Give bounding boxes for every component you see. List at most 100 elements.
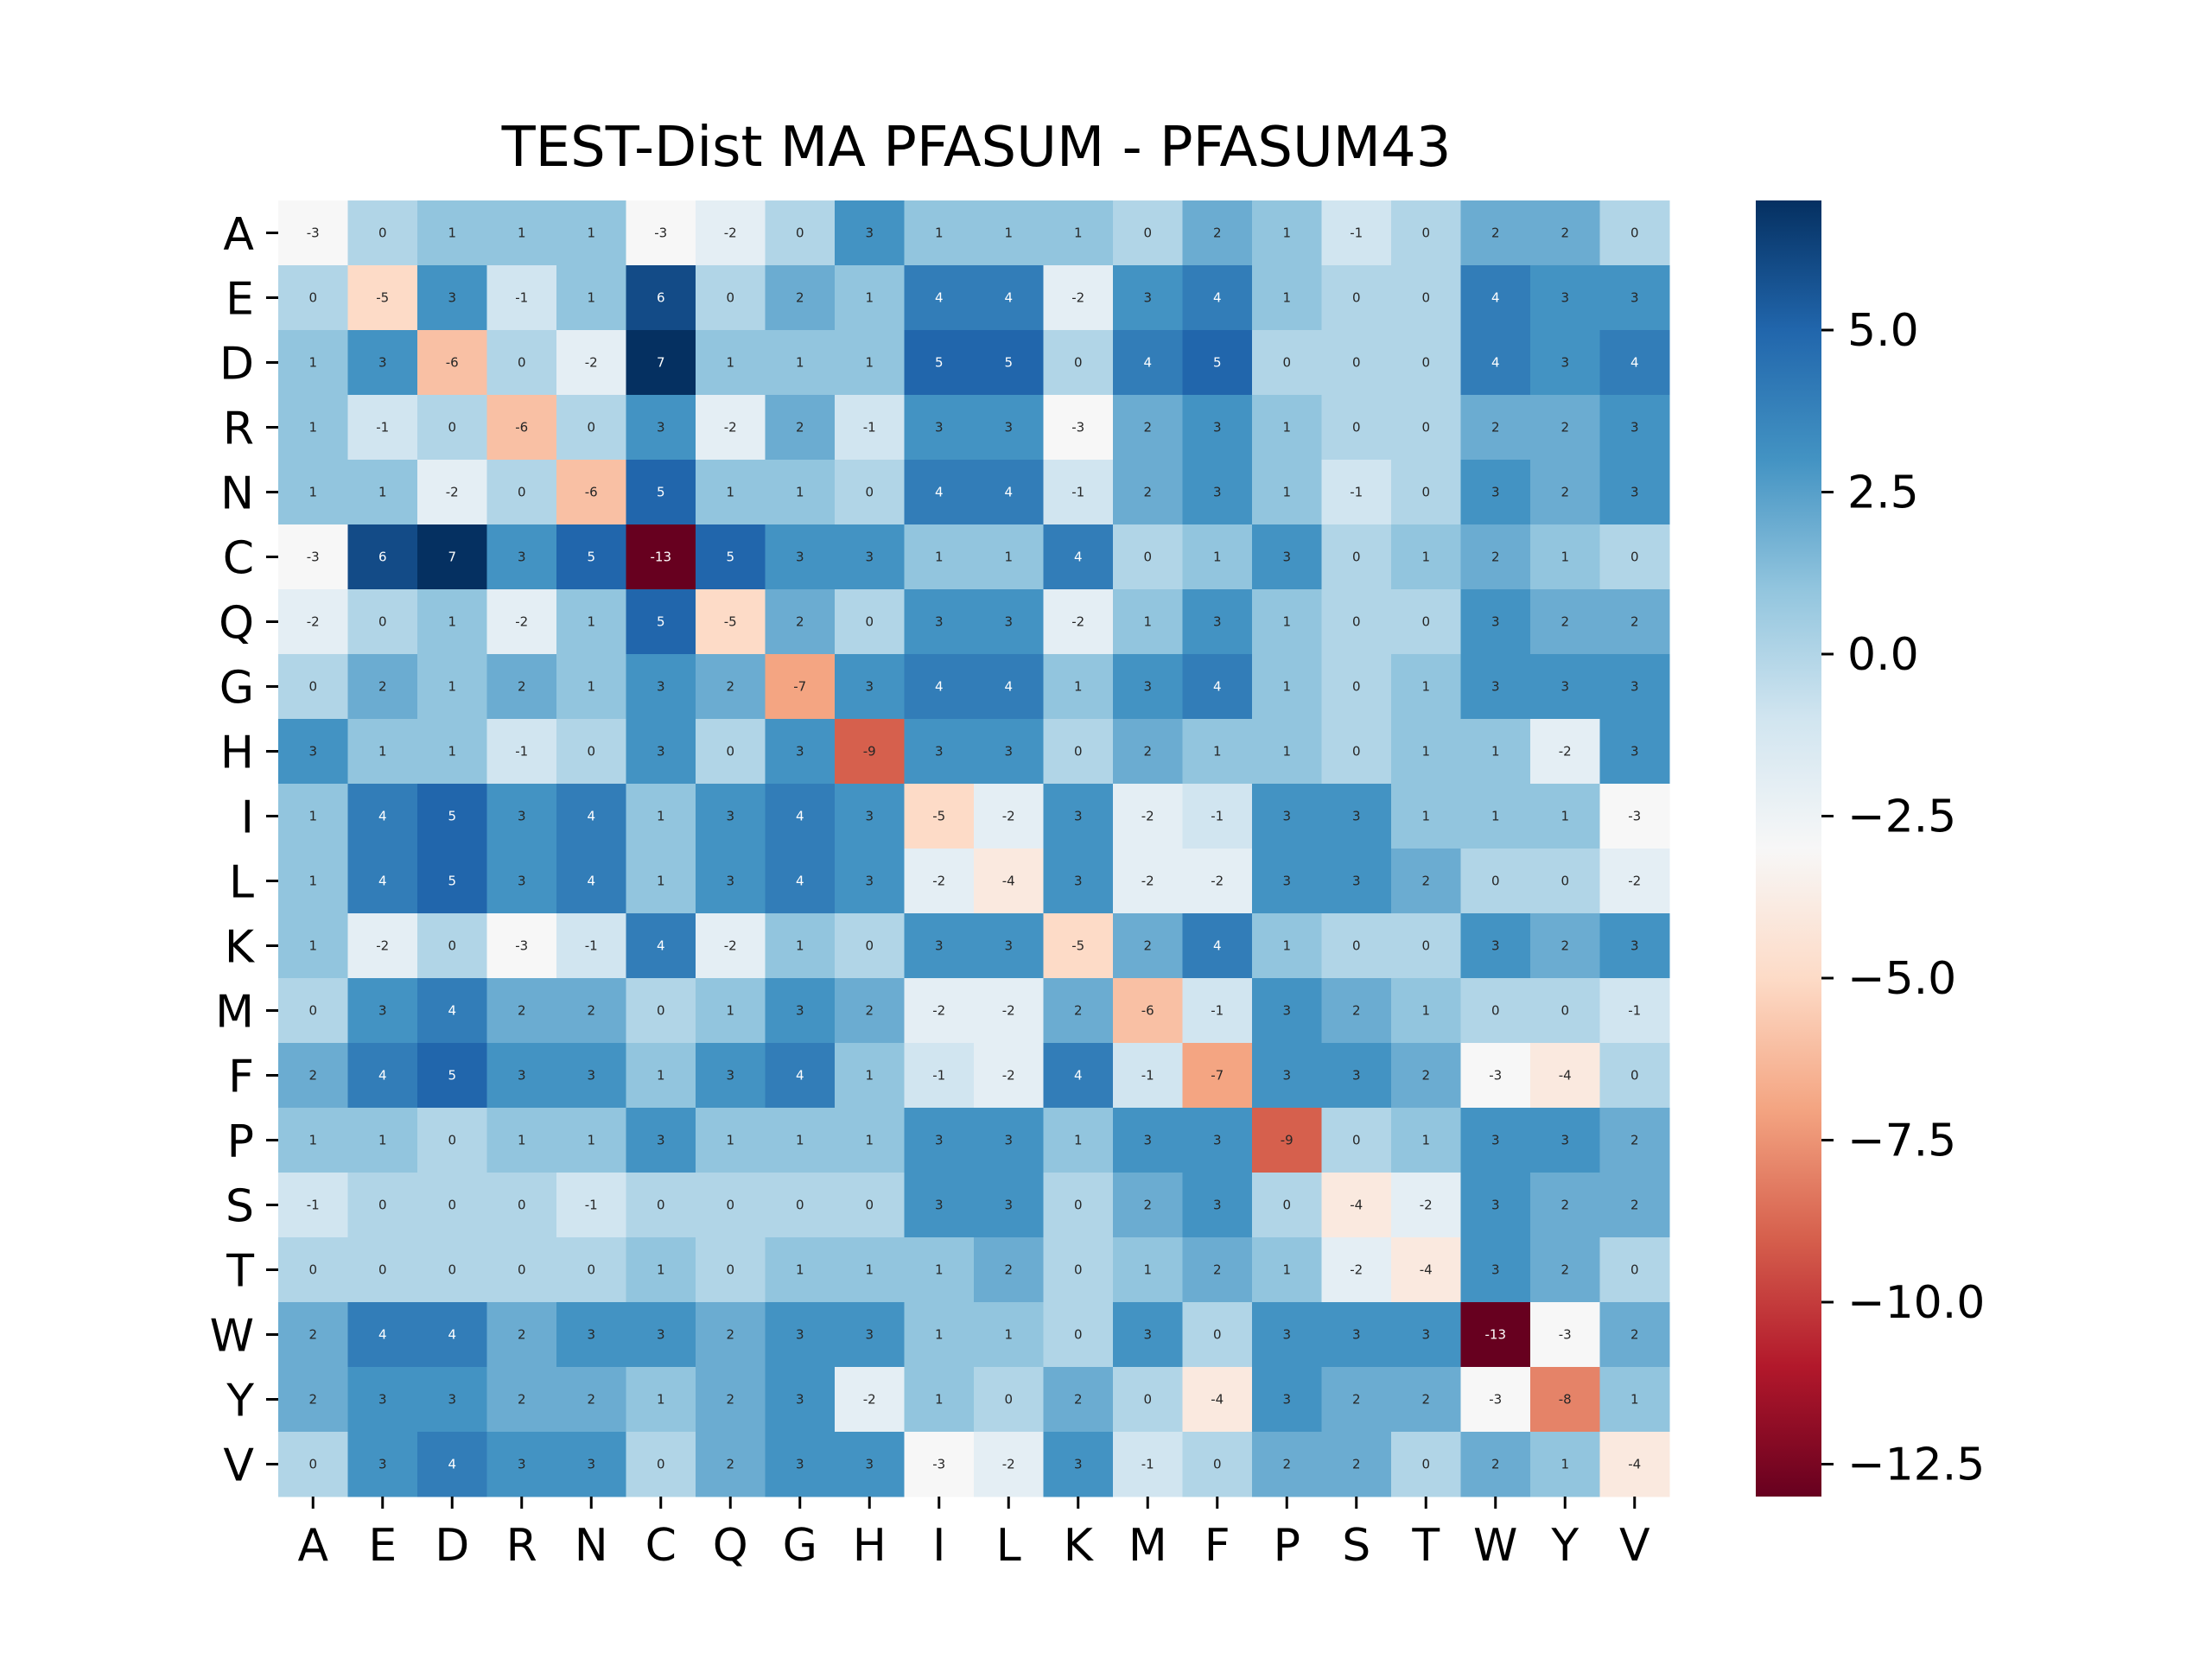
heatmap-cell	[486, 589, 557, 655]
heatmap-cell	[486, 460, 557, 525]
cell-value-label: 4	[378, 1068, 387, 1084]
heatmap-cell	[835, 265, 905, 331]
heatmap-cell	[696, 1367, 766, 1433]
heatmap-cell	[1460, 460, 1531, 525]
cell-value-label: 4	[448, 1457, 456, 1472]
heatmap-cell	[486, 913, 557, 979]
cell-value-label: 1	[726, 1003, 734, 1019]
cell-value-label: -4	[1350, 1198, 1363, 1213]
heatmap-cell	[1252, 1432, 1322, 1497]
heatmap-cell	[556, 330, 626, 396]
heatmap-cell	[1113, 265, 1183, 331]
cell-value-label: 3	[1352, 809, 1361, 824]
heatmap-cell	[1321, 265, 1392, 331]
heatmap-cell	[278, 913, 348, 979]
heatmap-cell	[696, 589, 766, 655]
heatmap-cell	[904, 524, 975, 590]
cell-value-label: 3	[1143, 679, 1152, 695]
cell-value-label: 2	[308, 1392, 317, 1408]
heatmap-cell	[486, 1173, 557, 1238]
y-tick-label: R	[223, 404, 254, 455]
heatmap-cell	[1460, 265, 1531, 331]
heatmap-cell	[1599, 589, 1670, 655]
cell-value-label: 1	[935, 1262, 944, 1278]
cell-value-label: 3	[1213, 614, 1222, 630]
heatmap-cell	[1252, 589, 1322, 655]
cell-value-label: 2	[1143, 485, 1152, 500]
heatmap-cell	[278, 1043, 348, 1109]
cell-value-label: 0	[1352, 679, 1361, 695]
heatmap-cell	[1113, 978, 1183, 1044]
heatmap-cell	[1391, 1108, 1461, 1173]
y-tick-label: Y	[226, 1376, 254, 1427]
cell-value-label: 0	[308, 1457, 317, 1472]
heatmap-cell	[1113, 719, 1183, 785]
cell-value-label: 1	[935, 1392, 944, 1408]
y-tick-label: T	[226, 1246, 254, 1298]
cell-value-label: 1	[1282, 290, 1291, 306]
cell-value-label: 3	[587, 1457, 595, 1472]
cell-value-label: 0	[657, 1003, 665, 1019]
x-tick-label: R	[506, 1520, 537, 1572]
heatmap-cell	[1530, 978, 1600, 1044]
heatmap-cell	[1530, 330, 1600, 396]
cell-value-label: 3	[865, 1327, 874, 1343]
cell-value-label: 4	[587, 809, 595, 824]
heatmap-cell	[974, 265, 1044, 331]
cell-value-label: 5	[1213, 355, 1222, 371]
heatmap-cell	[835, 1043, 905, 1109]
cell-value-label: 2	[1560, 420, 1569, 435]
heatmap-cell	[556, 460, 626, 525]
cell-value-label: 3	[518, 1457, 526, 1472]
heatmap-cell	[904, 1237, 975, 1303]
cell-value-label: 2	[1560, 226, 1569, 241]
cell-value-label: 1	[865, 1133, 874, 1148]
cell-value-label: -1	[1628, 1003, 1641, 1019]
cell-value-label: 1	[378, 1133, 387, 1148]
cell-value-label: 2	[1421, 1068, 1430, 1084]
heatmap-cell	[626, 1173, 696, 1238]
heatmap-cell	[835, 1108, 905, 1173]
cell-value-label: 2	[796, 614, 804, 630]
cell-value-label: -2	[1141, 809, 1154, 824]
cell-value-label: 2	[1630, 1327, 1639, 1343]
heatmap-cell	[696, 1043, 766, 1109]
heatmap-cell	[974, 913, 1044, 979]
heatmap-cell	[417, 719, 487, 785]
heatmap-cell	[1113, 200, 1183, 266]
y-tick-label: Q	[219, 598, 254, 650]
cell-value-label: 4	[796, 809, 804, 824]
cell-value-label: -5	[724, 614, 737, 630]
cell-value-label: 4	[587, 874, 595, 889]
heatmap-cell	[1530, 849, 1600, 914]
heatmap-cell	[1182, 978, 1253, 1044]
cell-value-label: -2	[1559, 744, 1572, 760]
cell-value-label: 3	[1491, 485, 1500, 500]
y-tick-label: I	[241, 792, 254, 844]
cell-value-label: -2	[1071, 614, 1084, 630]
heatmap-cell	[1252, 265, 1322, 331]
cell-value-label: 3	[518, 1068, 526, 1084]
heatmap-cell	[1252, 1043, 1322, 1109]
cell-value-label: 4	[1004, 485, 1013, 500]
cell-value-label: 1	[587, 1133, 595, 1148]
y-tick-label: V	[223, 1440, 254, 1492]
heatmap-cell	[278, 524, 348, 590]
cell-value-label: 2	[1560, 938, 1569, 954]
heatmap-cell	[1530, 200, 1600, 266]
cell-value-label: 3	[865, 1457, 874, 1472]
y-tick-label: M	[215, 987, 254, 1039]
cell-value-label: 2	[726, 1327, 734, 1343]
cell-value-label: -2	[724, 420, 737, 435]
cell-value-label: 3	[1560, 290, 1569, 306]
heatmap-cell	[696, 524, 766, 590]
heatmap-cell	[696, 913, 766, 979]
cell-value-label: 1	[796, 1262, 804, 1278]
cell-value-label: -2	[932, 874, 945, 889]
cell-value-label: 0	[1074, 355, 1083, 371]
heatmap-cell	[1113, 1173, 1183, 1238]
heatmap-cell	[974, 1367, 1044, 1433]
heatmap-cell	[835, 395, 905, 461]
cell-value-label: 1	[308, 1133, 317, 1148]
